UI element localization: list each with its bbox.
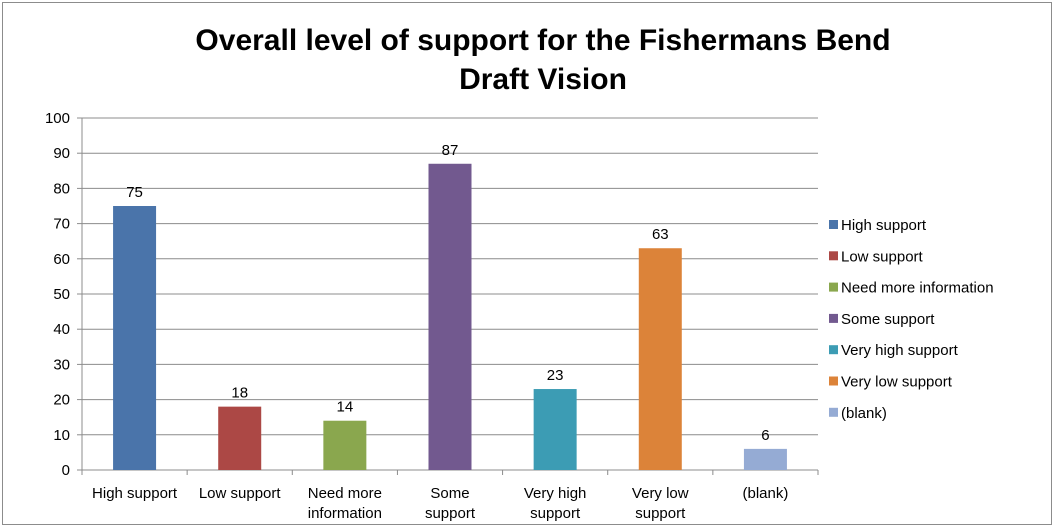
y-tick-label: 30: [53, 356, 70, 373]
x-category-label: High support: [92, 485, 178, 502]
bar-very-high-support: [533, 389, 577, 470]
y-tick-label: 10: [53, 427, 70, 444]
chart-title-line-1: Overall level of support for the Fisherm…: [195, 24, 890, 57]
data-label: 14: [337, 399, 354, 416]
y-tick-label: 50: [53, 286, 70, 303]
y-tick-label: 80: [53, 180, 70, 197]
bar-high-support: [113, 206, 157, 470]
data-label: 6: [761, 427, 769, 444]
data-label: 87: [442, 142, 459, 159]
legend-entry: Low support: [841, 248, 924, 265]
x-category-label: Low support: [199, 485, 282, 502]
legend-entry: Very low support: [841, 374, 953, 391]
y-tick-label: 60: [53, 251, 70, 268]
y-tick-label: 0: [62, 462, 70, 479]
bar-some-support: [428, 163, 472, 470]
x-category-label: support: [425, 505, 476, 522]
bar-blank: [743, 448, 787, 470]
x-category-label: information: [308, 505, 382, 522]
legend-swatch: [829, 376, 838, 386]
legend-swatch: [829, 282, 838, 292]
legend-entry: Some support: [841, 311, 935, 328]
legend-swatch: [829, 313, 838, 323]
y-tick-label: 20: [53, 392, 70, 409]
legend-swatch: [829, 345, 838, 355]
legend-entry: Need more information: [841, 280, 994, 297]
x-category-label: Very high: [524, 485, 587, 502]
legend-entry: Very high support: [841, 342, 959, 359]
y-tick-label: 40: [53, 321, 70, 338]
y-tick-label: 90: [53, 145, 70, 162]
data-label: 18: [231, 385, 248, 402]
data-label: 23: [547, 367, 564, 384]
x-category-label: Very low: [632, 485, 689, 502]
legend-entry: (blank): [841, 405, 887, 422]
legend-swatch: [829, 251, 838, 261]
bar-need-more-information: [323, 420, 367, 470]
legend-entry: High support: [841, 217, 927, 234]
x-category-label: (blank): [742, 485, 788, 502]
x-category-label: Some: [430, 485, 469, 502]
data-label: 75: [126, 184, 143, 201]
data-label: 63: [652, 226, 669, 243]
y-tick-label: 100: [45, 110, 70, 127]
bar-very-low-support: [638, 248, 682, 470]
bar-low-support: [218, 406, 262, 470]
chart-title-line-2: Draft Vision: [459, 63, 627, 96]
x-category-label: support: [530, 505, 581, 522]
legend-swatch: [829, 407, 838, 417]
x-category-label: support: [635, 505, 686, 522]
legend-swatch: [829, 220, 838, 229]
x-category-label: Need more: [308, 485, 382, 502]
y-tick-label: 70: [53, 216, 70, 233]
